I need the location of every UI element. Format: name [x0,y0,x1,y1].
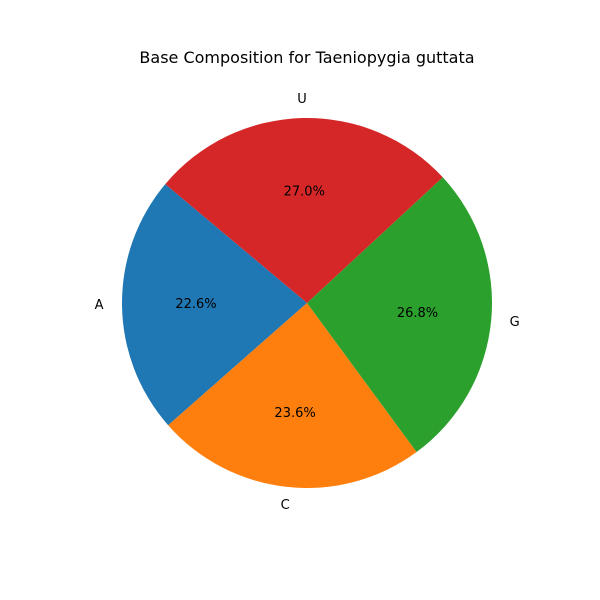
pie-slice-u [165,118,443,304]
percent-label-a: 22.6% [175,297,216,312]
pie-slice-c [168,303,417,488]
pie-slice-a [121,184,307,426]
pie-slice-g [307,177,492,453]
percent-label-u: 27.0% [284,185,325,200]
chart-title: Base Composition for Taeniopygia guttata [139,48,474,67]
pie-slices [121,118,492,488]
category-label-g: G [510,315,520,330]
category-label-a: A [95,298,104,313]
percent-label-c: 23.6% [274,406,315,421]
category-label-u: U [297,92,307,107]
pie-labels: A 22.6% C 23.6% G 26.8% U 27.0% [95,92,520,513]
category-label-c: C [281,498,290,513]
percent-label-g: 26.8% [397,306,438,321]
